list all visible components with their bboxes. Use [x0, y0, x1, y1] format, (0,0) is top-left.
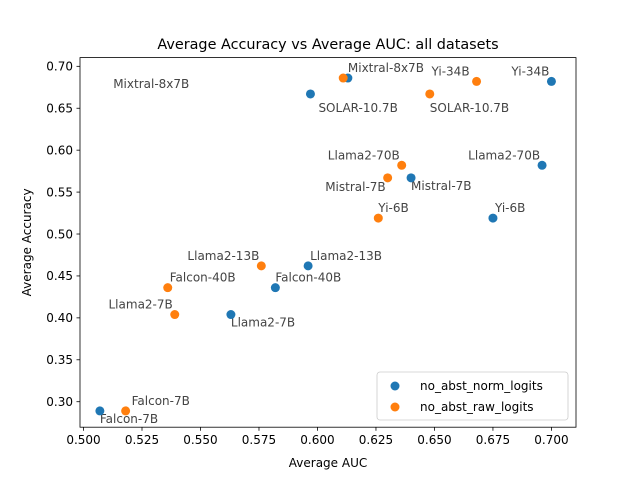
data-point	[303, 261, 313, 271]
data-point	[373, 213, 383, 223]
data-point	[397, 160, 407, 170]
y-tick-label: 0.30	[46, 395, 73, 409]
point-label: Mistral-7B	[325, 180, 385, 194]
legend-label-raw: no_abst_raw_logits	[420, 400, 534, 414]
x-tick-label: 0.575	[242, 433, 276, 447]
x-tick-label: 0.525	[125, 433, 159, 447]
point-label: Llama2-70B	[328, 148, 400, 162]
x-tick-label: 0.625	[359, 433, 393, 447]
data-point	[256, 261, 266, 271]
point-label: Mixtral-8x7B	[113, 77, 189, 91]
data-point	[488, 213, 498, 223]
x-axis: 0.500 0.525 0.550 0.575 0.600 0.625 0.650 0.675…	[66, 427, 569, 447]
data-point	[406, 173, 416, 183]
x-tick-label: 0.700	[534, 433, 568, 447]
legend-box	[376, 371, 569, 421]
y-tick-label: 0.50	[46, 227, 73, 241]
x-tick-label: 0.600	[300, 433, 334, 447]
x-tick-label: 0.550	[183, 433, 217, 447]
point-label: Yi-34B	[510, 64, 549, 78]
point-label: Falcon-7B	[132, 394, 190, 408]
legend-marker-raw	[390, 402, 400, 412]
point-label: Yi-6B	[494, 201, 525, 215]
y-tick-label: 0.35	[46, 353, 73, 367]
point-label: Mistral-7B	[411, 179, 471, 193]
y-tick-label: 0.70	[46, 60, 73, 74]
x-axis-label: Average AUC	[289, 456, 367, 470]
x-tick-label: 0.650	[417, 433, 451, 447]
point-label: Falcon-40B	[275, 271, 341, 285]
point-label: Llama2-7B	[109, 298, 173, 312]
data-point	[425, 89, 435, 99]
point-label: Mixtral-8x7B	[348, 61, 424, 75]
point-label: Yi-6B	[377, 201, 408, 215]
point-label: Falcon-7B	[100, 412, 158, 426]
x-tick-label: 0.500	[66, 433, 100, 447]
point-label: SOLAR-10.7B	[318, 101, 397, 115]
point-label: Falcon-40B	[170, 271, 236, 285]
data-point	[226, 310, 236, 320]
legend-label-norm: no_abst_norm_logits	[420, 379, 543, 393]
y-axis: 0.30 0.35 0.40 0.45 0.50 0.55 0.60 0.65 0.70	[46, 60, 80, 409]
point-layer	[95, 73, 556, 416]
annotation-layer: Mixtral-8x7B Yi-34B SOLAR-10.7B Llama2-70B M…	[100, 61, 550, 426]
data-point	[163, 283, 173, 293]
y-tick-label: 0.45	[46, 269, 73, 283]
data-point	[546, 76, 556, 86]
data-point	[472, 76, 482, 86]
legend-marker-norm	[390, 381, 400, 391]
data-point	[170, 310, 180, 320]
point-label: Yi-34B	[430, 64, 469, 78]
data-point	[270, 283, 280, 293]
data-point	[121, 406, 131, 416]
data-point	[95, 406, 105, 416]
y-tick-label: 0.55	[46, 185, 73, 199]
point-label: Llama2-13B	[187, 249, 259, 263]
y-tick-label: 0.65	[46, 102, 73, 116]
data-point	[305, 89, 315, 99]
point-label: Llama2-7B	[231, 316, 295, 330]
y-tick-label: 0.40	[46, 311, 73, 325]
legend: no_abst_norm_logits no_abst_raw_logits	[376, 371, 569, 421]
point-label: Llama2-70B	[468, 148, 540, 162]
plot-frame	[79, 57, 577, 428]
data-point	[537, 160, 547, 170]
point-label: Llama2-13B	[310, 249, 382, 263]
data-point	[338, 73, 348, 83]
x-tick-label: 0.675	[476, 433, 510, 447]
y-axis-label: Average Accuracy	[20, 188, 34, 296]
chart-title: Average Accuracy vs Average AUC: all dat…	[157, 37, 498, 53]
y-tick-label: 0.60	[46, 143, 73, 157]
point-label: SOLAR-10.7B	[430, 101, 509, 115]
data-point	[383, 173, 393, 183]
